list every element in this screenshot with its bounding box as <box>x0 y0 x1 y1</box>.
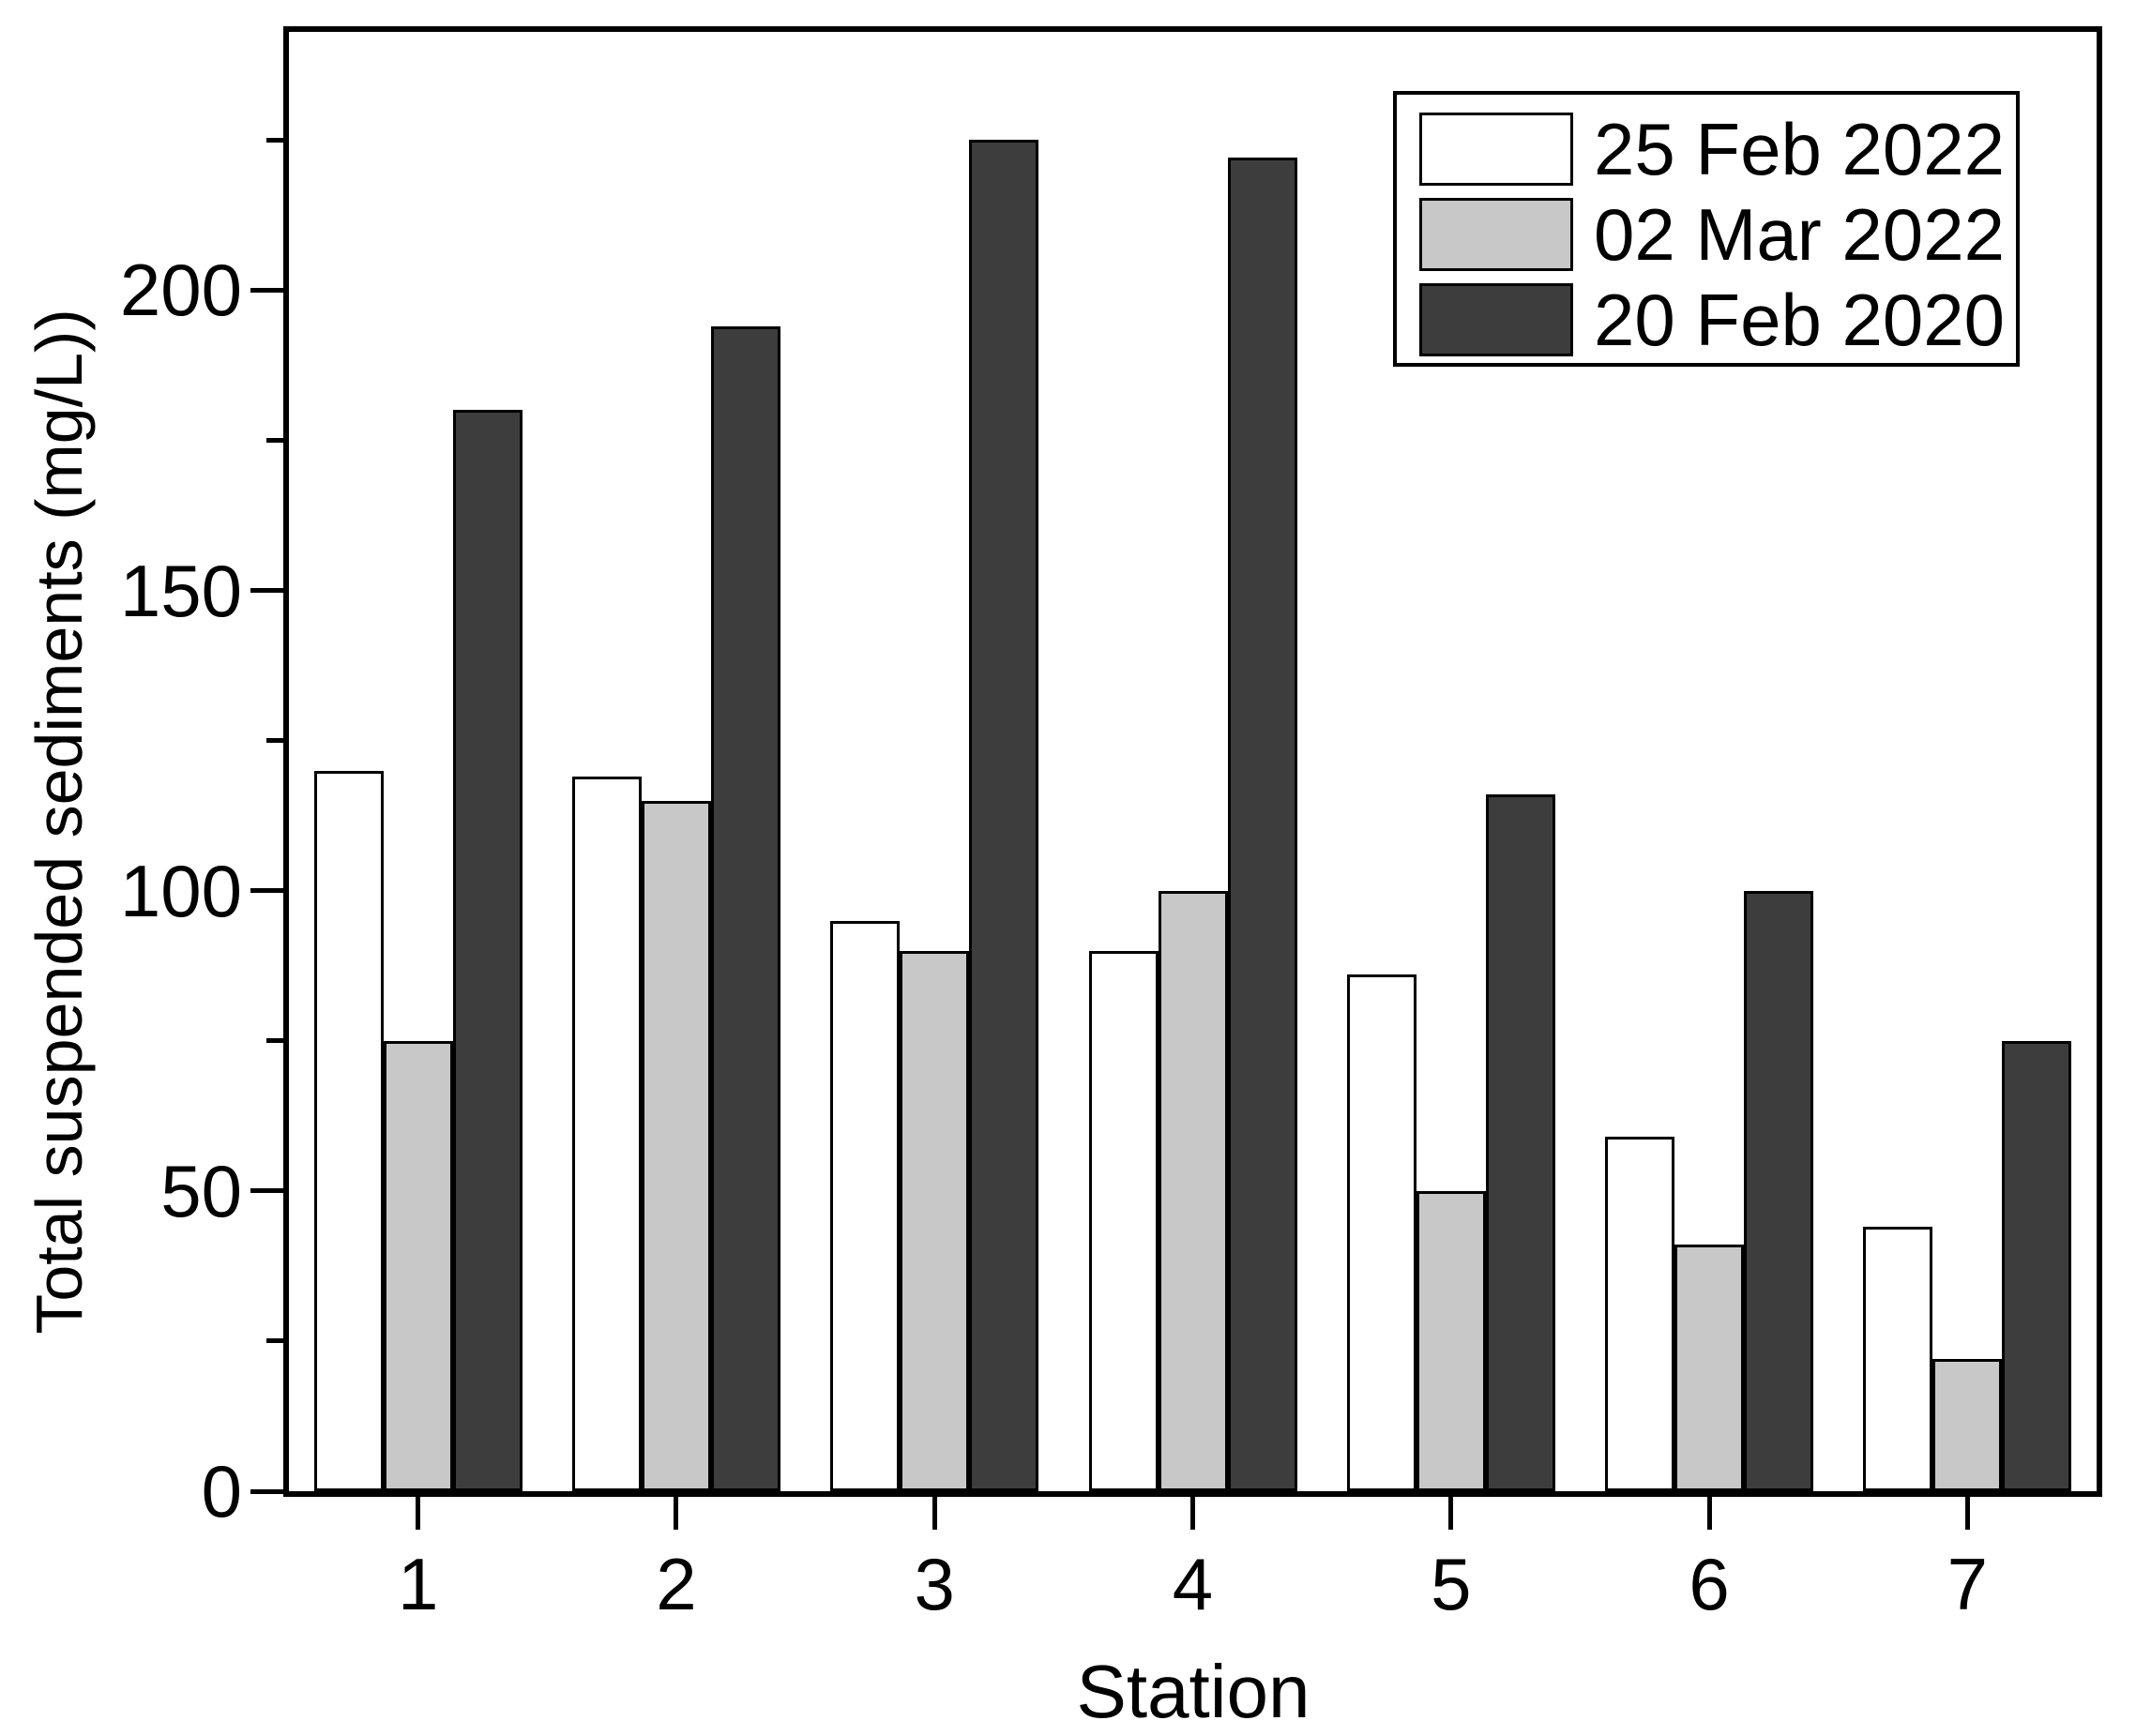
bar-series-2-station-7 <box>1932 1359 2003 1491</box>
y-axis-major-tick <box>250 588 283 593</box>
x-axis-tick <box>416 1497 421 1530</box>
bar-series-2-station-6 <box>1674 1245 1745 1491</box>
bar-series-2-station-4 <box>1158 890 1228 1491</box>
y-axis-minor-tick <box>266 738 283 744</box>
x-axis-tick <box>1448 1497 1454 1530</box>
bar-series-3-station-2 <box>710 325 780 1491</box>
legend-swatch-lightgray <box>1419 198 1573 271</box>
bar-series-2-station-3 <box>900 950 970 1491</box>
bar-series-2-station-2 <box>641 800 711 1491</box>
y-axis-tick-label: 150 <box>119 549 242 632</box>
bar-series-1-station-2 <box>571 777 642 1491</box>
y-axis-tick-label: 0 <box>201 1450 242 1532</box>
bar-series-3-station-5 <box>1485 794 1555 1491</box>
bar-series-1-station-3 <box>830 920 901 1491</box>
y-axis-tick-label: 50 <box>160 1149 242 1232</box>
y-axis-minor-tick <box>266 1338 283 1344</box>
y-axis-major-tick <box>250 1188 283 1194</box>
x-axis-tick-label: 6 <box>1689 1543 1730 1625</box>
x-axis-tick-label: 3 <box>914 1543 955 1625</box>
bar-series-1-station-6 <box>1605 1137 1675 1491</box>
bar-series-3-station-1 <box>452 410 523 1491</box>
legend-swatch-white <box>1419 113 1573 186</box>
x-axis-tick <box>1190 1497 1195 1530</box>
x-axis-tick-label: 5 <box>1431 1543 1472 1625</box>
legend-row: 02 Mar 2022 <box>1419 198 2016 271</box>
legend-row: 25 Feb 2022 <box>1419 113 2016 186</box>
y-axis-major-tick <box>250 1488 283 1494</box>
x-axis-tick <box>932 1497 937 1530</box>
bar-series-2-station-1 <box>383 1040 453 1491</box>
y-axis-tick-label: 100 <box>119 849 242 932</box>
legend-box: 25 Feb 2022 02 Mar 2022 20 Feb 2020 <box>1393 91 2020 367</box>
bar-series-3-station-7 <box>2002 1040 2072 1491</box>
bar-series-1-station-5 <box>1346 974 1416 1491</box>
x-axis-tick <box>674 1497 679 1530</box>
x-axis-title: Station <box>1076 1650 1310 1733</box>
bar-series-1-station-1 <box>313 770 384 1491</box>
y-axis-minor-tick <box>266 137 283 143</box>
x-axis-tick <box>1964 1497 1970 1530</box>
x-axis-tick-label: 4 <box>1172 1543 1214 1625</box>
legend-swatch-darkgray <box>1419 283 1573 356</box>
bar-series-1-station-4 <box>1088 950 1159 1491</box>
legend-label: 02 Mar 2022 <box>1594 193 2005 276</box>
y-axis-major-tick <box>250 287 283 293</box>
x-axis-tick <box>1706 1497 1712 1530</box>
y-axis-minor-tick <box>266 437 283 443</box>
bar-series-3-station-4 <box>1227 158 1297 1491</box>
bar-series-3-station-3 <box>969 140 1039 1491</box>
y-axis-major-tick <box>250 888 283 894</box>
x-axis-tick-label: 1 <box>397 1543 439 1625</box>
y-axis-minor-tick <box>266 1038 283 1044</box>
legend-label: 25 Feb 2022 <box>1594 108 2006 190</box>
legend-row: 20 Feb 2020 <box>1419 283 2016 356</box>
bar-series-2-station-5 <box>1416 1190 1486 1491</box>
bar-series-3-station-6 <box>1744 890 1814 1491</box>
x-axis-tick-label: 2 <box>656 1543 697 1625</box>
bar-series-1-station-7 <box>1863 1227 1933 1491</box>
x-axis-tick-label: 7 <box>1947 1543 1989 1625</box>
y-axis-tick-label: 200 <box>119 249 242 332</box>
legend-label: 20 Feb 2020 <box>1594 279 2006 361</box>
